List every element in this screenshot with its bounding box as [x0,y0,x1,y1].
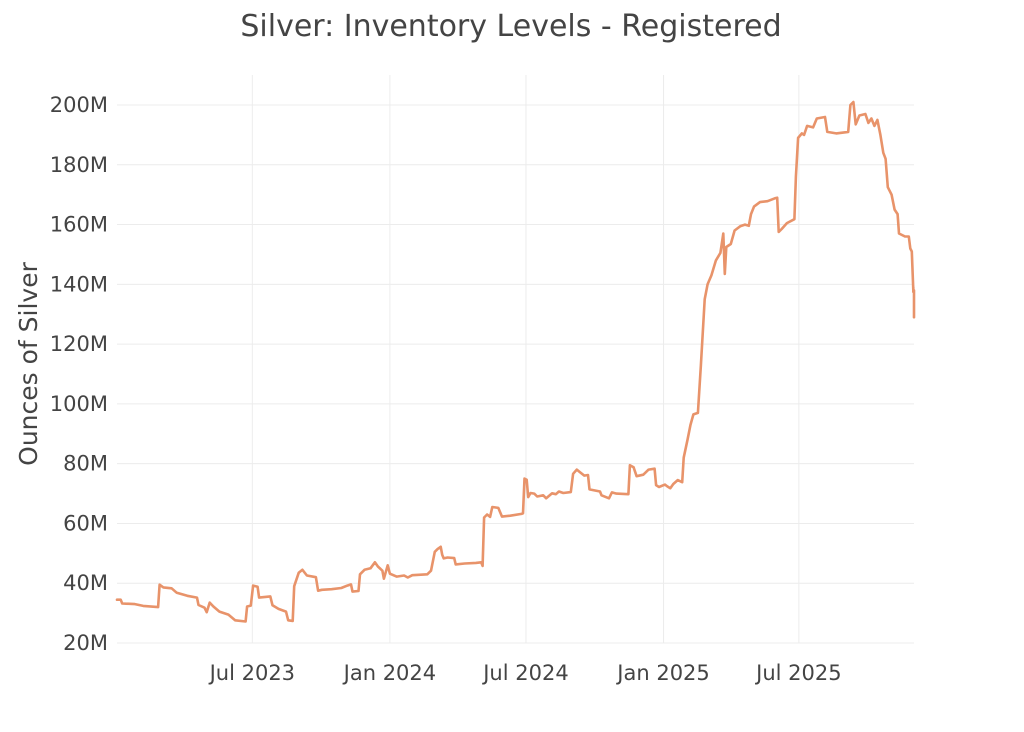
y-tick-label: 180M [50,153,108,177]
y-tick-label: 140M [50,272,108,296]
y-tick-label: 100M [50,392,108,416]
x-tick-labels: Jul 2023 Jan 2024 Jul 2024 Jan 2025 Jul 2025 [208,661,842,685]
x-tick-label: Jan 2025 [615,661,710,685]
y-tick-label: 120M [50,332,108,356]
x-tick-label: Jul 2024 [481,661,568,685]
x-tick-label: Jul 2023 [208,661,295,685]
y-axis-title: Ounces of Silver [14,261,43,465]
y-tick-labels: 20M 40M 60M 80M 100M 120M 140M 160M 180M 200M [50,93,108,655]
y-tick-label: 80M [63,452,108,476]
y-tick-label: 40M [63,571,108,595]
x-tick-label: Jan 2024 [342,661,437,685]
y-tick-label: 60M [63,511,108,535]
series-layer [115,100,916,623]
series-line [115,100,916,623]
y-tick-label: 20M [63,631,108,655]
y-tick-label: 200M [50,93,108,117]
chart-title: Silver: Inventory Levels - Registered [240,9,781,44]
x-tick-label: Jul 2025 [754,661,841,685]
y-tick-label: 160M [50,213,108,237]
grid-layer [117,75,914,644]
